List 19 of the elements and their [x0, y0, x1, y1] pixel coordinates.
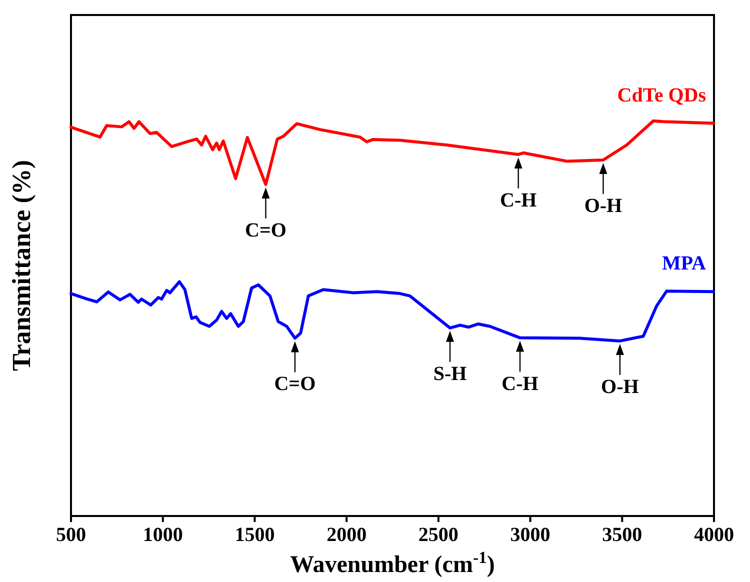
x-tick-label: 2500 — [418, 524, 458, 546]
annotation: O-H — [601, 376, 640, 398]
x-tick-label: 2000 — [326, 524, 367, 546]
x-tick-label: 3500 — [602, 524, 642, 546]
x-tick-label: 1000 — [142, 524, 183, 546]
annotation: C-H — [500, 189, 538, 212]
annotation: C=O — [274, 373, 316, 396]
x-tick-label: 3000 — [510, 524, 550, 546]
series-label: CdTe QDs — [617, 84, 706, 106]
x-tick-label: 4000 — [694, 524, 734, 546]
y-axis-title: Transmittance (%) — [7, 160, 36, 372]
x-axis-title: Wavenumber (cm$^{-1}$) — [290, 548, 495, 578]
annotation: S-H — [433, 362, 468, 385]
annotation: O-H — [584, 195, 623, 218]
x-tick-label: 1500 — [234, 524, 275, 546]
annotation: C=O — [245, 220, 286, 242]
annotation: C-H — [502, 372, 539, 395]
series-label: MPA — [662, 252, 707, 275]
x-tick-label: 500 — [56, 524, 86, 546]
